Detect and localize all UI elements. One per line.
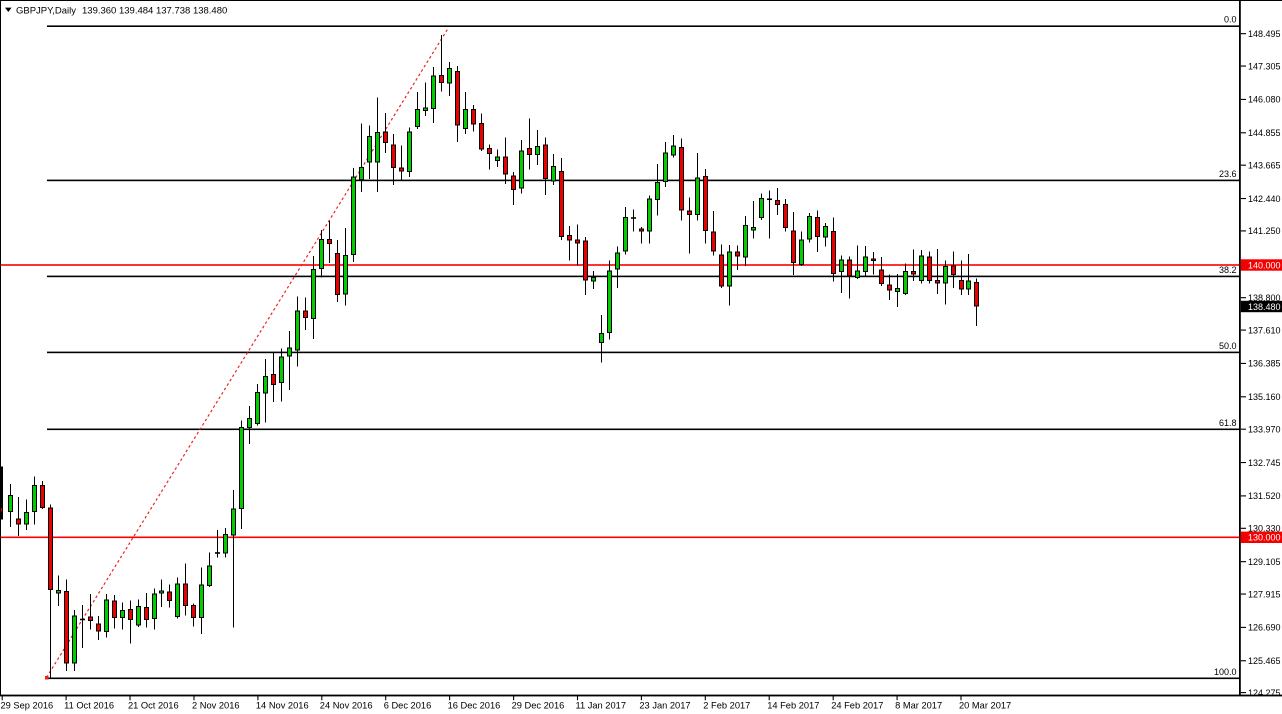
svg-text:127.915: 127.915 — [1248, 589, 1281, 599]
svg-text:14 Feb 2017: 14 Feb 2017 — [767, 700, 819, 710]
svg-text:23 Jan 2017: 23 Jan 2017 — [639, 700, 690, 710]
svg-text:24 Nov 2016: 24 Nov 2016 — [320, 700, 373, 710]
svg-text:0.0: 0.0 — [1224, 15, 1237, 25]
svg-text:100.0: 100.0 — [1214, 667, 1237, 677]
svg-text:GBPJPY,Daily: GBPJPY,Daily — [16, 6, 76, 17]
svg-text:144.855: 144.855 — [1248, 128, 1281, 138]
svg-text:130.000: 130.000 — [1248, 533, 1281, 543]
svg-text:148.495: 148.495 — [1248, 29, 1281, 39]
svg-text:136.385: 136.385 — [1248, 359, 1281, 369]
svg-text:133.970: 133.970 — [1248, 424, 1281, 434]
svg-text:61.8: 61.8 — [1219, 418, 1237, 428]
svg-text:126.690: 126.690 — [1248, 623, 1281, 633]
svg-text:132.745: 132.745 — [1248, 458, 1281, 468]
svg-text:143.665: 143.665 — [1248, 160, 1281, 170]
svg-text:146.080: 146.080 — [1248, 95, 1281, 105]
svg-text:6 Dec 2016: 6 Dec 2016 — [384, 700, 432, 710]
svg-text:139.360 139.484 137.738 138.48: 139.360 139.484 137.738 138.480 — [82, 6, 227, 17]
svg-text:147.305: 147.305 — [1248, 61, 1281, 71]
svg-text:142.440: 142.440 — [1248, 194, 1281, 204]
svg-text:131.520: 131.520 — [1248, 491, 1281, 501]
svg-text:129.105: 129.105 — [1248, 557, 1281, 567]
svg-text:124.275: 124.275 — [1248, 688, 1281, 698]
svg-text:140.000: 140.000 — [1248, 260, 1281, 270]
svg-text:2 Feb 2017: 2 Feb 2017 — [703, 700, 750, 710]
svg-text:125.465: 125.465 — [1248, 656, 1281, 666]
svg-text:21 Oct 2016: 21 Oct 2016 — [128, 700, 179, 710]
svg-text:11 Jan 2017: 11 Jan 2017 — [576, 700, 627, 710]
svg-text:2 Nov 2016: 2 Nov 2016 — [192, 700, 240, 710]
svg-text:138.800: 138.800 — [1248, 293, 1281, 303]
svg-text:20 Mar 2017: 20 Mar 2017 — [959, 700, 1011, 710]
svg-text:29 Sep 2016: 29 Sep 2016 — [1, 700, 54, 710]
svg-text:14 Nov 2016: 14 Nov 2016 — [256, 700, 309, 710]
svg-text:24 Feb 2017: 24 Feb 2017 — [831, 700, 883, 710]
svg-text:29 Dec 2016: 29 Dec 2016 — [512, 700, 565, 710]
svg-text:11 Oct 2016: 11 Oct 2016 — [64, 700, 114, 710]
svg-text:50.0: 50.0 — [1219, 341, 1237, 351]
svg-text:8 Mar 2017: 8 Mar 2017 — [895, 700, 942, 710]
svg-text:135.160: 135.160 — [1248, 392, 1281, 402]
svg-text:16 Dec 2016: 16 Dec 2016 — [448, 700, 501, 710]
svg-text:137.610: 137.610 — [1248, 325, 1281, 335]
svg-text:130.330: 130.330 — [1248, 524, 1281, 534]
svg-text:38.2: 38.2 — [1219, 265, 1237, 275]
svg-text:138.480: 138.480 — [1248, 302, 1281, 312]
svg-text:23.6: 23.6 — [1219, 169, 1237, 179]
svg-text:141.250: 141.250 — [1248, 226, 1281, 236]
